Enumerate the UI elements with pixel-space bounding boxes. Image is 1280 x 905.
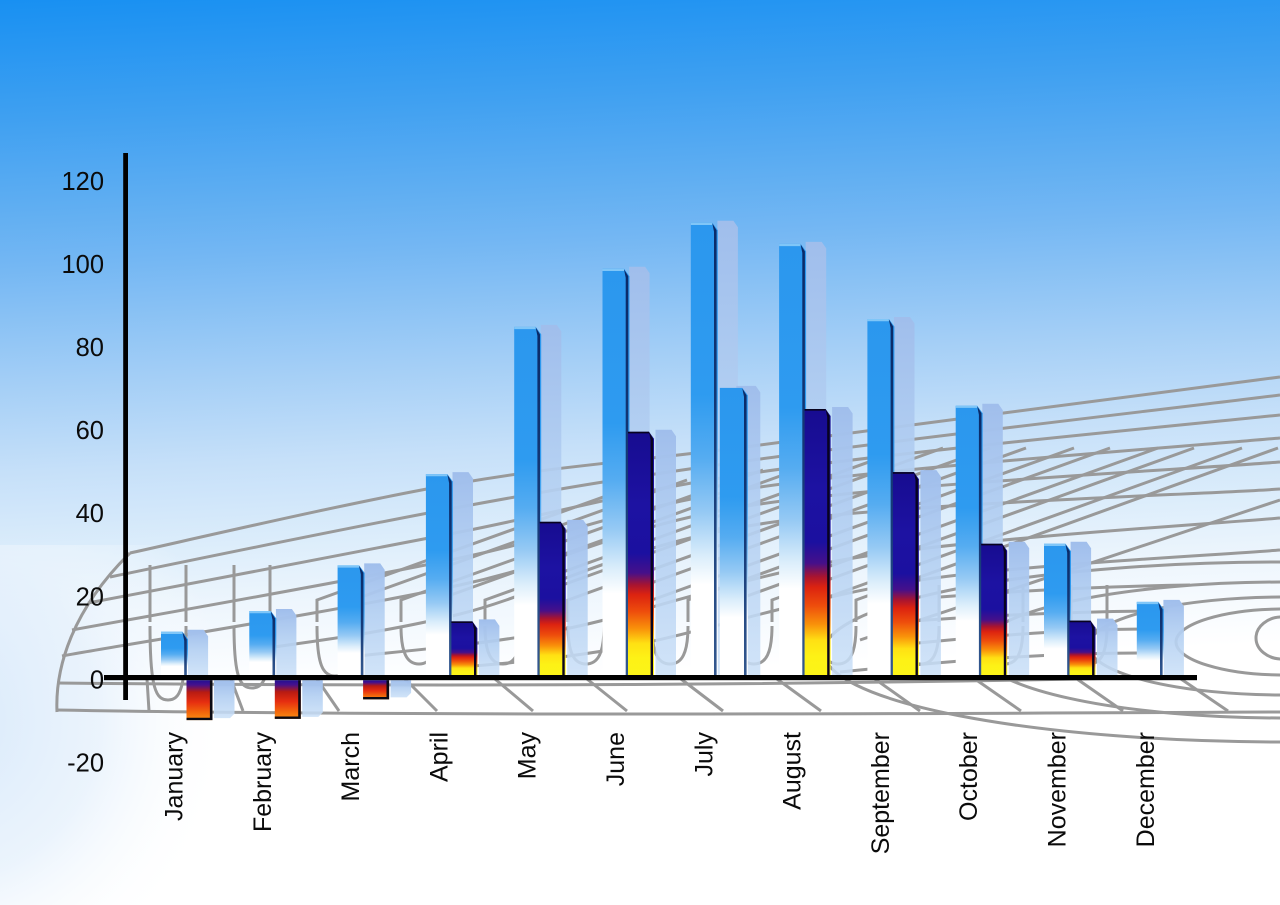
svg-text:40: 40: [76, 500, 104, 528]
svg-text:20: 20: [76, 583, 104, 611]
svg-text:March: March: [337, 732, 365, 801]
svg-text:June: June: [602, 732, 630, 786]
svg-text:January: January: [161, 732, 189, 821]
svg-text:August: August: [779, 732, 807, 810]
svg-text:May: May: [514, 732, 542, 780]
svg-text:April: April: [425, 732, 453, 782]
svg-text:October: October: [955, 732, 983, 821]
svg-text:July: July: [690, 732, 718, 777]
svg-text:December: December: [1132, 732, 1160, 847]
svg-text:September: September: [867, 732, 895, 854]
svg-text:120: 120: [61, 168, 104, 196]
svg-text:November: November: [1044, 732, 1072, 847]
svg-text:0: 0: [90, 666, 104, 694]
svg-text:100: 100: [61, 251, 104, 279]
svg-text:-20: -20: [67, 750, 104, 778]
svg-text:60: 60: [76, 417, 104, 445]
svg-text:80: 80: [76, 334, 104, 362]
svg-text:February: February: [249, 732, 277, 833]
